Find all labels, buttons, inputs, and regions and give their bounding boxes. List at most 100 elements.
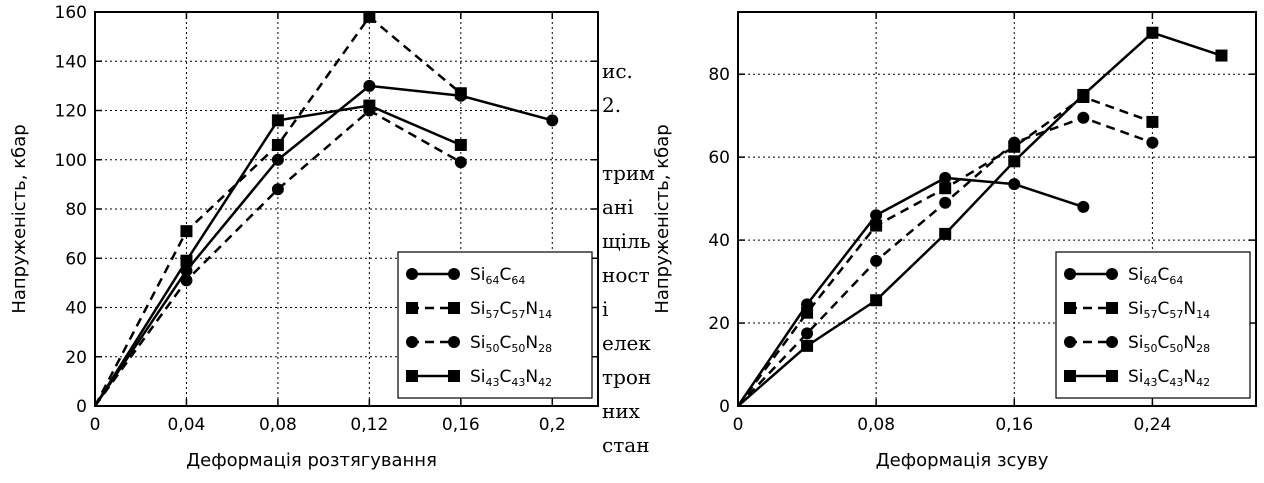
legend-entry-si50c50n28: Si50C50N28 [1064, 333, 1210, 355]
data-point [1008, 155, 1021, 168]
data-point [1146, 115, 1159, 128]
data-point [801, 306, 814, 319]
legend-marker [406, 302, 418, 314]
x-tick-label: 0,08 [857, 415, 895, 435]
y-tick-label: 60 [708, 148, 730, 168]
y-tick-label: 80 [65, 200, 87, 220]
legend-marker [448, 370, 460, 382]
legend-label: Si50C50N28 [470, 333, 552, 355]
x-tick-label: 0,24 [1133, 415, 1171, 435]
legend-marker [448, 302, 460, 314]
plot-frame [737, 11, 1257, 407]
legend-entry-si43c43n42: Si43C43N42 [406, 367, 552, 389]
legend-entry-si57c57n14: Si57C57N14 [1064, 299, 1210, 321]
legend-entry-si57c57n14: Si57C57N14 [406, 299, 552, 321]
side-text-line: трим [602, 161, 655, 185]
side-text-line: трон [602, 365, 652, 389]
legend-label: Si50C50N28 [1128, 333, 1210, 355]
legend-marker [448, 336, 460, 348]
data-point [271, 183, 284, 196]
data-point [870, 254, 883, 267]
y-tick-label: 0 [76, 397, 87, 417]
legend-label: Si43C43N42 [1128, 367, 1210, 389]
side-text-line: них [602, 399, 640, 423]
y-tick-label: 80 [708, 65, 730, 85]
legend-marker [1106, 302, 1118, 314]
side-text-line: 2. [602, 93, 622, 117]
data-point [271, 138, 284, 151]
legend: Si64C64 Si57C57N14 Si50C50N28 Si43C43N42 [397, 251, 593, 399]
data-point [801, 339, 814, 352]
series-si50c50n28 [737, 111, 1159, 407]
y-axis-title: Напруженість, кбар [9, 124, 30, 313]
series-si43c43n42 [737, 26, 1228, 407]
series-line [736, 176, 1084, 407]
y-tick-label: 120 [55, 102, 87, 122]
legend-label: Si64C64 [470, 265, 525, 287]
data-point [271, 114, 284, 127]
y-tick-label: 60 [65, 249, 87, 269]
data-point [1077, 88, 1090, 101]
data-point [939, 171, 952, 184]
side-text-line: і [602, 297, 609, 321]
legend-marker [406, 370, 418, 382]
x-tick-label: 0,2 [539, 415, 566, 435]
legend-label: Si64C64 [1128, 265, 1183, 287]
x-tick-label: 0 [733, 415, 744, 435]
data-point [801, 327, 814, 340]
legend-entry-si43c43n42: Si43C43N42 [1064, 367, 1210, 389]
x-tick-label: 0 [90, 415, 101, 435]
y-tick-label: 20 [708, 314, 730, 334]
data-point [1077, 200, 1090, 213]
data-point [180, 225, 193, 238]
legend-entry-si64c64: Si64C64 [1064, 265, 1183, 287]
legend-marker [1106, 268, 1118, 280]
data-point [454, 87, 467, 100]
series-si57c57n14 [93, 10, 467, 407]
legend-marker [448, 268, 460, 280]
data-point [1077, 111, 1090, 124]
legend-marker [1064, 302, 1076, 314]
legend-box [1055, 251, 1251, 399]
x-tick-label: 0,16 [442, 415, 480, 435]
data-point [1146, 26, 1159, 39]
data-point [271, 153, 284, 166]
data-point [454, 156, 467, 169]
side-text-line: щіль [602, 229, 651, 253]
legend-marker [1106, 336, 1118, 348]
legend-marker [1064, 336, 1076, 348]
side-caption-text: ис. 2. трим ані щіль ност і елек трон них стан [602, 54, 660, 462]
x-axis-title: Деформація розтягування [186, 450, 437, 471]
series-si64c64 [736, 171, 1090, 407]
legend-marker [1064, 268, 1076, 280]
legend-marker [406, 336, 418, 348]
x-tick-label: 0,16 [995, 415, 1033, 435]
legend-box [397, 251, 593, 399]
data-point [1146, 136, 1159, 149]
side-text-line: ис. [602, 59, 633, 83]
data-point [454, 138, 467, 151]
data-point [939, 182, 952, 195]
data-point [180, 274, 193, 287]
y-tick-label: 140 [55, 52, 87, 72]
y-tick-label: 40 [65, 299, 87, 319]
legend-entry-si64c64: Si64C64 [406, 265, 525, 287]
series-line [737, 31, 1222, 407]
y-axis-title: Напруженість, кбар [652, 124, 673, 313]
legend-marker [1106, 370, 1118, 382]
legend-marker [406, 268, 418, 280]
side-text-line: ані [602, 195, 634, 219]
legend-entry-si50c50n28: Si50C50N28 [406, 333, 552, 355]
data-point [180, 254, 193, 267]
data-point [546, 114, 559, 127]
data-point [363, 79, 376, 92]
x-tick-label: 0,08 [259, 415, 297, 435]
data-point [1008, 178, 1021, 191]
y-tick-label: 0 [719, 397, 730, 417]
legend-marker [1064, 370, 1076, 382]
side-text-line [602, 122, 660, 156]
legend-label: Si43C43N42 [470, 367, 552, 389]
y-tick-label: 100 [55, 151, 87, 171]
legend: Si64C64 Si57C57N14 Si50C50N28 Si43C43N42 [1055, 251, 1251, 399]
data-point [1215, 49, 1228, 62]
